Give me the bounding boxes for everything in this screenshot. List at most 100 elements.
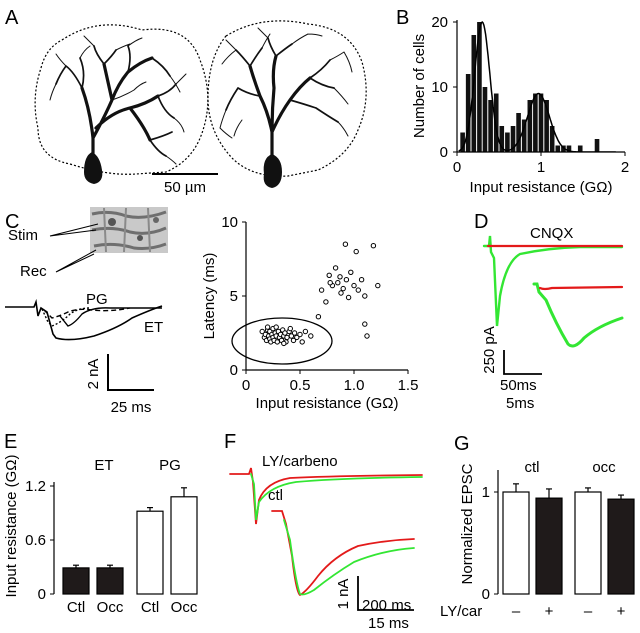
panel-f: F LY/carbeno ctl 1 nA 200 ms 15 ms	[224, 431, 423, 632]
neuron-left	[49, 35, 187, 170]
row-label-ly-car: LY/car	[440, 603, 482, 620]
scale-bar-f	[357, 576, 414, 611]
soma-left	[84, 152, 103, 184]
slice-image	[90, 207, 168, 253]
panel-c-y-label: Latency (ms)	[201, 253, 218, 340]
panel-g-bars	[502, 483, 635, 595]
panel-e-x-labels: Ctl Occ Ctl Occ	[67, 599, 198, 616]
bar-occ-control	[574, 491, 602, 595]
scatter-point	[281, 340, 287, 347]
trace-label-pg: PG	[86, 291, 108, 308]
scatter-point	[338, 290, 344, 296]
scatter-point	[308, 333, 314, 339]
scatter-point	[370, 243, 377, 249]
panel-e-y-label: Input resistance (GΩ)	[3, 455, 20, 598]
panel-e-y-ticks: 0 0.6 1.2	[25, 478, 54, 603]
trace-f-red-inset	[271, 510, 415, 597]
histogram-bar	[493, 93, 499, 152]
epsc-traces-d	[482, 235, 624, 348]
scatter-point	[318, 287, 325, 293]
scale-bar-f-inset-label: 15 ms	[368, 615, 409, 632]
trace-f-green-main	[250, 473, 423, 521]
panel-b-x-label: Input resistance (GΩ)	[470, 179, 613, 196]
panel-b-y-label: Number of cells	[411, 34, 428, 138]
x-category-label: Occ	[97, 599, 124, 616]
histogram-bar	[460, 132, 465, 152]
histogram-bar	[561, 145, 566, 152]
epsc-traces-f	[229, 467, 423, 597]
histogram-bar	[482, 87, 488, 152]
scatter-point	[335, 280, 341, 286]
y-tick-label: 1	[482, 484, 490, 501]
panel-e-label: E	[4, 431, 17, 453]
panel-c-scatter-points	[259, 241, 381, 347]
panel-c-y-ticks: 0 5 10	[221, 214, 246, 379]
scatter-point	[342, 241, 349, 247]
bar-pg-occ	[170, 496, 198, 595]
x-category-label: Ctl	[67, 599, 85, 616]
scatter-point	[358, 277, 365, 283]
scatter-point	[288, 333, 295, 339]
condition-label: +	[545, 603, 554, 620]
panel-a: A 50 µm	[5, 7, 367, 196]
panel-a-label: A	[5, 7, 19, 29]
scatter-point	[284, 334, 290, 341]
group-label-ctl: ctl	[525, 459, 540, 476]
scatter-point	[326, 272, 332, 278]
panel-g-condition-labels: – + – +	[512, 603, 626, 620]
panel-c-x-ticks: 0 0.5 1.0 1.5	[242, 370, 419, 394]
x-tick-label: 1.5	[398, 377, 419, 394]
scatter-point	[294, 334, 300, 341]
histogram-bar	[577, 145, 583, 152]
trace-f-green-inset	[283, 519, 415, 596]
scatter-point	[362, 293, 368, 299]
rec-pointer	[55, 249, 97, 273]
bar-et-ctl	[62, 567, 90, 595]
scale-bar-d-y-label: 250 pA	[481, 326, 498, 374]
scatter-point	[351, 282, 357, 289]
histogram-bar	[488, 100, 493, 152]
scatter-point	[290, 337, 297, 344]
scatter-point	[302, 328, 309, 335]
scale-bar-c-x-label: 25 ms	[111, 399, 152, 416]
scale-bar-c	[107, 354, 154, 391]
y-tick-label: 10	[431, 79, 448, 96]
y-tick-label: 0	[38, 586, 46, 603]
scatter-point	[274, 339, 280, 345]
histogram-bar	[549, 126, 555, 152]
scatter-point	[264, 324, 271, 330]
panel-e: E ET PG 0 0.6 1.2 Ctl Occ Ctl Occ Input resis…	[3, 431, 198, 616]
panel-b-label: B	[396, 7, 409, 29]
x-tick-label: 0	[453, 159, 461, 176]
trace-label-et: ET	[144, 319, 163, 336]
histogram-bar	[505, 132, 510, 152]
scatter-point	[340, 285, 346, 292]
scatter-point	[375, 282, 381, 289]
scale-bar-f-y-label: 1 nA	[335, 579, 352, 610]
scatter-point	[327, 280, 333, 286]
trace-label-cnqx: CNQX	[530, 225, 573, 242]
histogram-bar	[538, 93, 544, 152]
panel-b-bars	[460, 22, 600, 152]
panel-b-y-ticks: 0 10 20	[431, 14, 457, 161]
scatter-point	[282, 330, 288, 336]
panel-g-y-label: Normalized EPSC	[459, 463, 476, 584]
histogram-bar	[527, 100, 533, 152]
panel-c-label: C	[5, 211, 19, 233]
cell-outline-left	[34, 24, 209, 175]
x-tick-label: 1.0	[344, 377, 365, 394]
scale-bar-c-y-label: 2 nA	[85, 359, 102, 390]
bar-pg-ctl	[136, 510, 164, 595]
scatter-point	[364, 333, 370, 339]
x-category-label: Occ	[171, 599, 198, 616]
rec-label: Rec	[20, 263, 47, 280]
group-label-et: ET	[94, 457, 113, 474]
scale-bar-d	[503, 350, 542, 375]
histogram-bar	[521, 119, 527, 152]
trace-label-ly-carbeno: LY/carbeno	[262, 453, 338, 470]
bar-et-occ	[96, 567, 124, 595]
scatter-point	[337, 274, 343, 280]
condition-label: –	[512, 603, 521, 620]
scatter-point	[353, 248, 359, 255]
trace-green-inset	[532, 282, 624, 348]
